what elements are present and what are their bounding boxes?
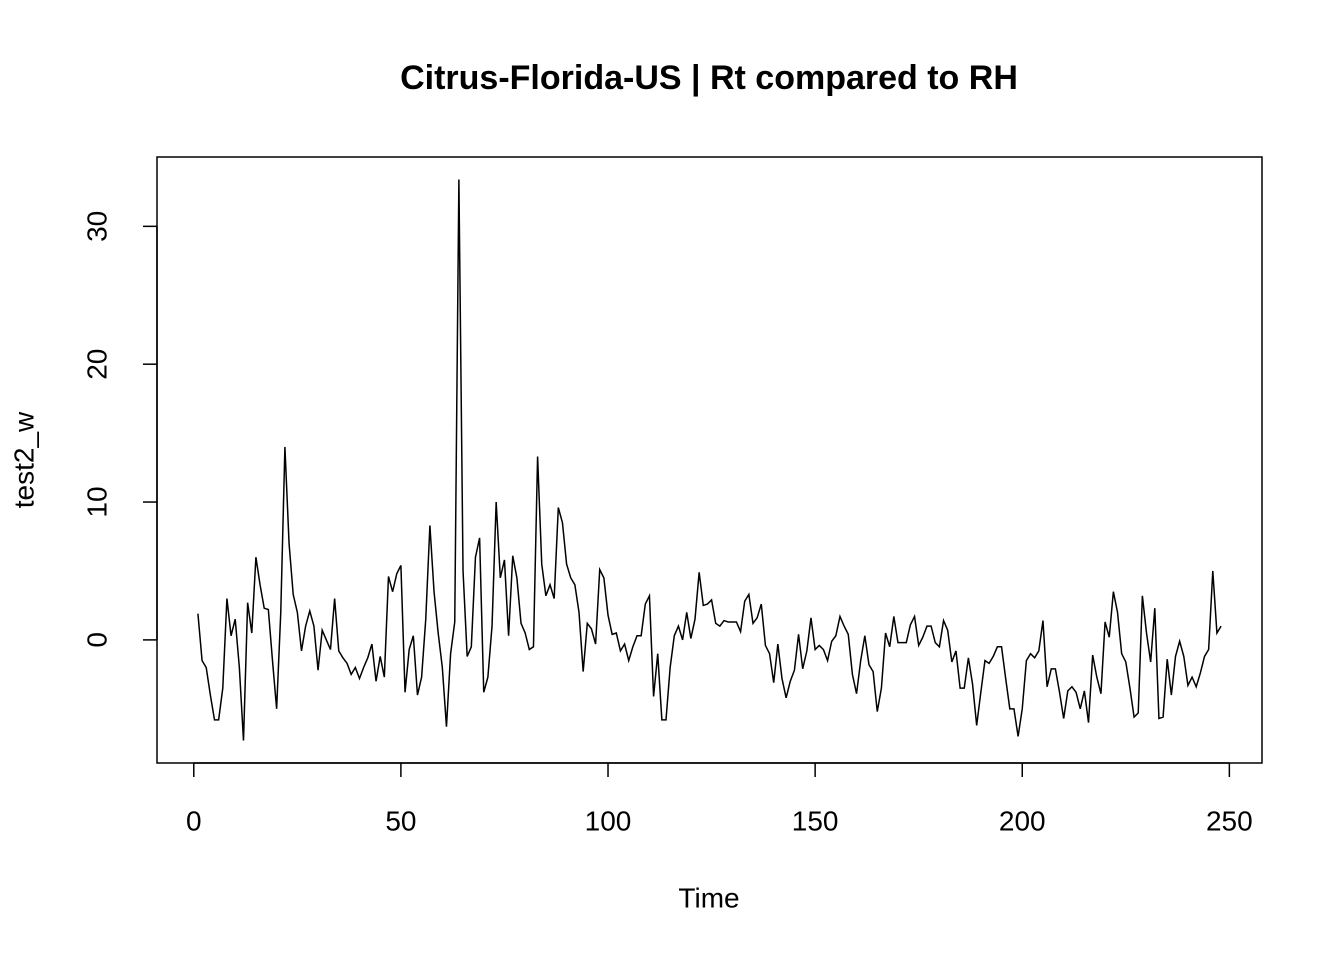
y-tick-label: 20 bbox=[81, 349, 112, 380]
y-tick-label: 0 bbox=[81, 632, 112, 648]
data-line bbox=[197, 179, 1222, 741]
x-tick-label: 50 bbox=[385, 805, 416, 836]
chart-title: Citrus-Florida-US | Rt compared to RH bbox=[400, 59, 1018, 97]
y-tick-label: 30 bbox=[81, 211, 112, 242]
x-tick-label: 250 bbox=[1206, 805, 1253, 836]
x-tick-label: 0 bbox=[186, 805, 202, 836]
x-axis-label: Time bbox=[678, 882, 739, 913]
x-tick-label: 150 bbox=[792, 805, 839, 836]
x-tick-label: 200 bbox=[999, 805, 1046, 836]
y-axis-label: test2_w bbox=[8, 411, 39, 508]
x-tick-label: 100 bbox=[585, 805, 632, 836]
y-tick-label: 10 bbox=[81, 486, 112, 517]
